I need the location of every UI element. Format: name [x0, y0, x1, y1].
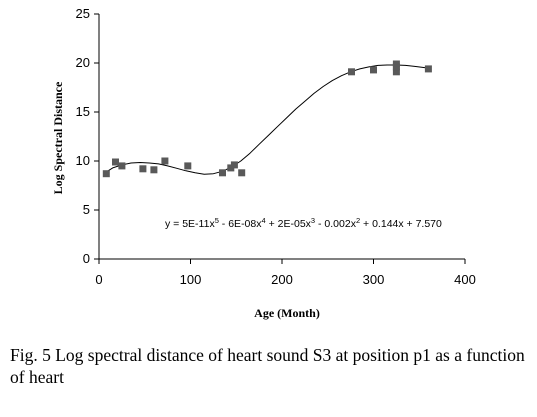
- data-point: [112, 158, 119, 166]
- data-point: [227, 164, 235, 172]
- data-point: [230, 161, 238, 169]
- y-tick-label: 25: [76, 6, 90, 21]
- data-point: [392, 68, 400, 76]
- x-tick-label: 400: [454, 272, 476, 287]
- y-tick-label: 10: [76, 153, 90, 168]
- data-point: [161, 157, 169, 165]
- data-point: [238, 169, 246, 177]
- data-point: [348, 68, 355, 76]
- data-points: [102, 60, 432, 178]
- y-axis-label: Log Spectral Distance: [51, 81, 65, 194]
- data-point: [370, 66, 377, 74]
- tick-labels: 0 5 10 15 20 25 0 100 200 300 400: [76, 6, 476, 287]
- data-point: [139, 165, 147, 173]
- data-point: [219, 169, 226, 177]
- x-axis-label: Age (Month): [254, 306, 320, 320]
- data-point: [184, 162, 192, 170]
- data-point: [150, 166, 158, 174]
- x-tick-label: 0: [95, 272, 102, 287]
- data-point: [102, 170, 110, 178]
- data-point: [392, 63, 400, 71]
- y-tick-label: 20: [76, 55, 90, 70]
- data-point: [424, 65, 432, 73]
- figure-caption: Fig. 5 Log spectral distance of heart so…: [10, 345, 525, 387]
- trendline: [103, 64, 427, 175]
- trendline-equation: y = 5E-11x5 - 6E-08x4 + 2E-05x3 - 0.002x…: [165, 216, 442, 231]
- y-tick-label: 5: [83, 202, 90, 217]
- x-tick-label: 300: [363, 272, 385, 287]
- data-point: [118, 162, 126, 170]
- y-tick-label: 15: [76, 104, 90, 119]
- y-tick-label: 0: [83, 251, 90, 266]
- x-tick-label: 100: [180, 272, 202, 287]
- trendline-group: [103, 64, 427, 175]
- axes: [94, 13, 466, 264]
- x-tick-label: 200: [271, 272, 293, 287]
- chart: 0 5 10 15 20 25 0 100 200 300 400 Log Spectral Dis…: [51, 6, 476, 320]
